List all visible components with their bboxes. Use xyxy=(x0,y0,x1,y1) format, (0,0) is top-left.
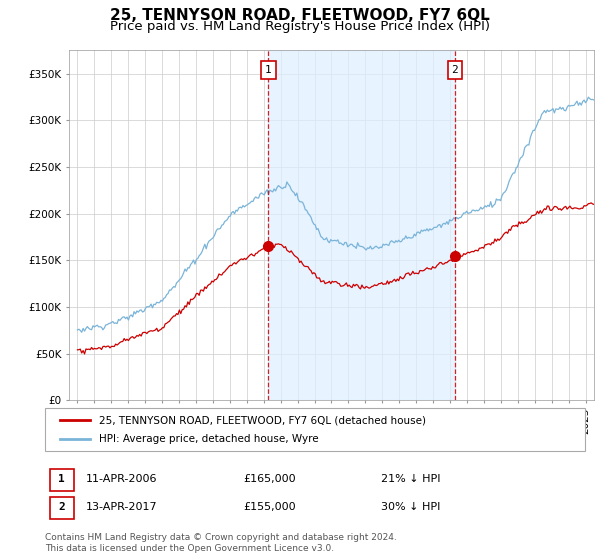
Bar xyxy=(268,50,455,400)
Text: 21% ↓ HPI: 21% ↓ HPI xyxy=(381,474,440,484)
Text: £165,000: £165,000 xyxy=(243,474,296,484)
Text: 25, TENNYSON ROAD, FLEETWOOD, FY7 6QL (detached house): 25, TENNYSON ROAD, FLEETWOOD, FY7 6QL (d… xyxy=(99,415,426,425)
Text: 2: 2 xyxy=(451,64,458,74)
Text: 1: 1 xyxy=(265,64,272,74)
Text: 11-APR-2006: 11-APR-2006 xyxy=(86,474,157,484)
Text: £155,000: £155,000 xyxy=(243,502,296,512)
Text: Price paid vs. HM Land Registry's House Price Index (HPI): Price paid vs. HM Land Registry's House … xyxy=(110,20,490,32)
Text: 13-APR-2017: 13-APR-2017 xyxy=(86,502,157,512)
Text: 1: 1 xyxy=(58,474,65,484)
Text: Contains HM Land Registry data © Crown copyright and database right 2024.
This d: Contains HM Land Registry data © Crown c… xyxy=(45,533,397,553)
Text: 2: 2 xyxy=(58,502,65,512)
Text: HPI: Average price, detached house, Wyre: HPI: Average price, detached house, Wyre xyxy=(99,435,319,444)
Text: 30% ↓ HPI: 30% ↓ HPI xyxy=(381,502,440,512)
Text: 25, TENNYSON ROAD, FLEETWOOD, FY7 6QL: 25, TENNYSON ROAD, FLEETWOOD, FY7 6QL xyxy=(110,8,490,24)
